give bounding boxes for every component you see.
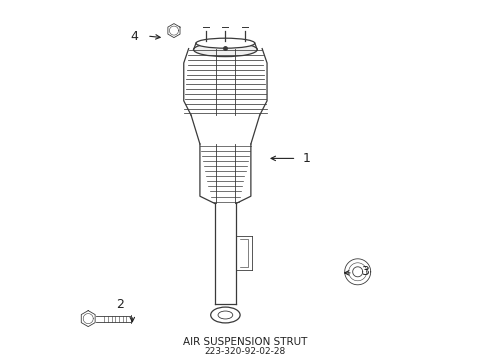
Text: 4: 4: [131, 30, 139, 42]
Ellipse shape: [218, 311, 233, 319]
Text: 3: 3: [361, 265, 369, 278]
Text: AIR SUSPENSION STRUT: AIR SUSPENSION STRUT: [183, 337, 307, 347]
Text: 1: 1: [302, 152, 310, 165]
Ellipse shape: [211, 307, 240, 323]
Text: 223-320-92-02-28: 223-320-92-02-28: [204, 347, 286, 356]
Ellipse shape: [196, 38, 255, 48]
Text: 2: 2: [116, 298, 124, 311]
Ellipse shape: [194, 42, 257, 57]
